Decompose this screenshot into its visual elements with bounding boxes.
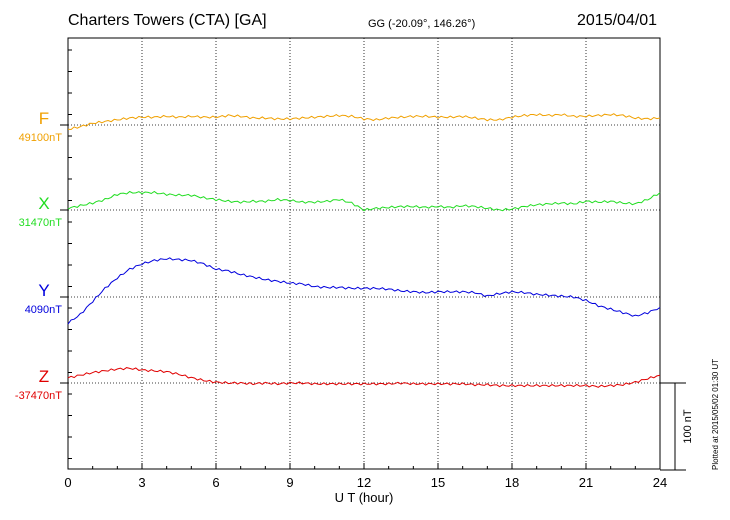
- x-tick-label: 12: [357, 475, 371, 490]
- series-baseline-label-y: 4090nT: [25, 304, 63, 316]
- station-coordinates: GG (-20.09°, 146.26°): [368, 18, 476, 30]
- series-line-x: [67, 190, 661, 212]
- series-line-f: [67, 113, 661, 131]
- series-baseline-label-z: -37470nT: [15, 390, 62, 402]
- scale-bar-label: 100 nT: [682, 409, 694, 444]
- series-name-y: Y: [38, 281, 49, 300]
- series-baseline-label-f: 49100nT: [19, 132, 63, 144]
- plotted-timestamp: Plotted at 2015/05/02 01:30 UT: [711, 358, 720, 470]
- series-baseline-label-x: 31470nT: [19, 217, 63, 229]
- x-axis-label: U T (hour): [335, 490, 394, 505]
- x-tick-label: 24: [653, 475, 667, 490]
- series-name-z: Z: [39, 367, 49, 386]
- x-tick-label: 6: [212, 475, 219, 490]
- series-line-y: [67, 257, 661, 325]
- x-tick-label: 21: [579, 475, 593, 490]
- x-tick-label: 0: [64, 475, 71, 490]
- chart-date: 2015/04/01: [577, 12, 658, 29]
- series-name-f: F: [39, 109, 49, 128]
- x-tick-label: 18: [505, 475, 519, 490]
- chart-title: Charters Towers (CTA) [GA]: [68, 12, 267, 29]
- series-line-z: [67, 367, 661, 388]
- x-tick-label: 3: [138, 475, 145, 490]
- series-name-x: X: [38, 194, 49, 213]
- x-tick-label: 9: [286, 475, 293, 490]
- x-tick-label: 15: [431, 475, 445, 490]
